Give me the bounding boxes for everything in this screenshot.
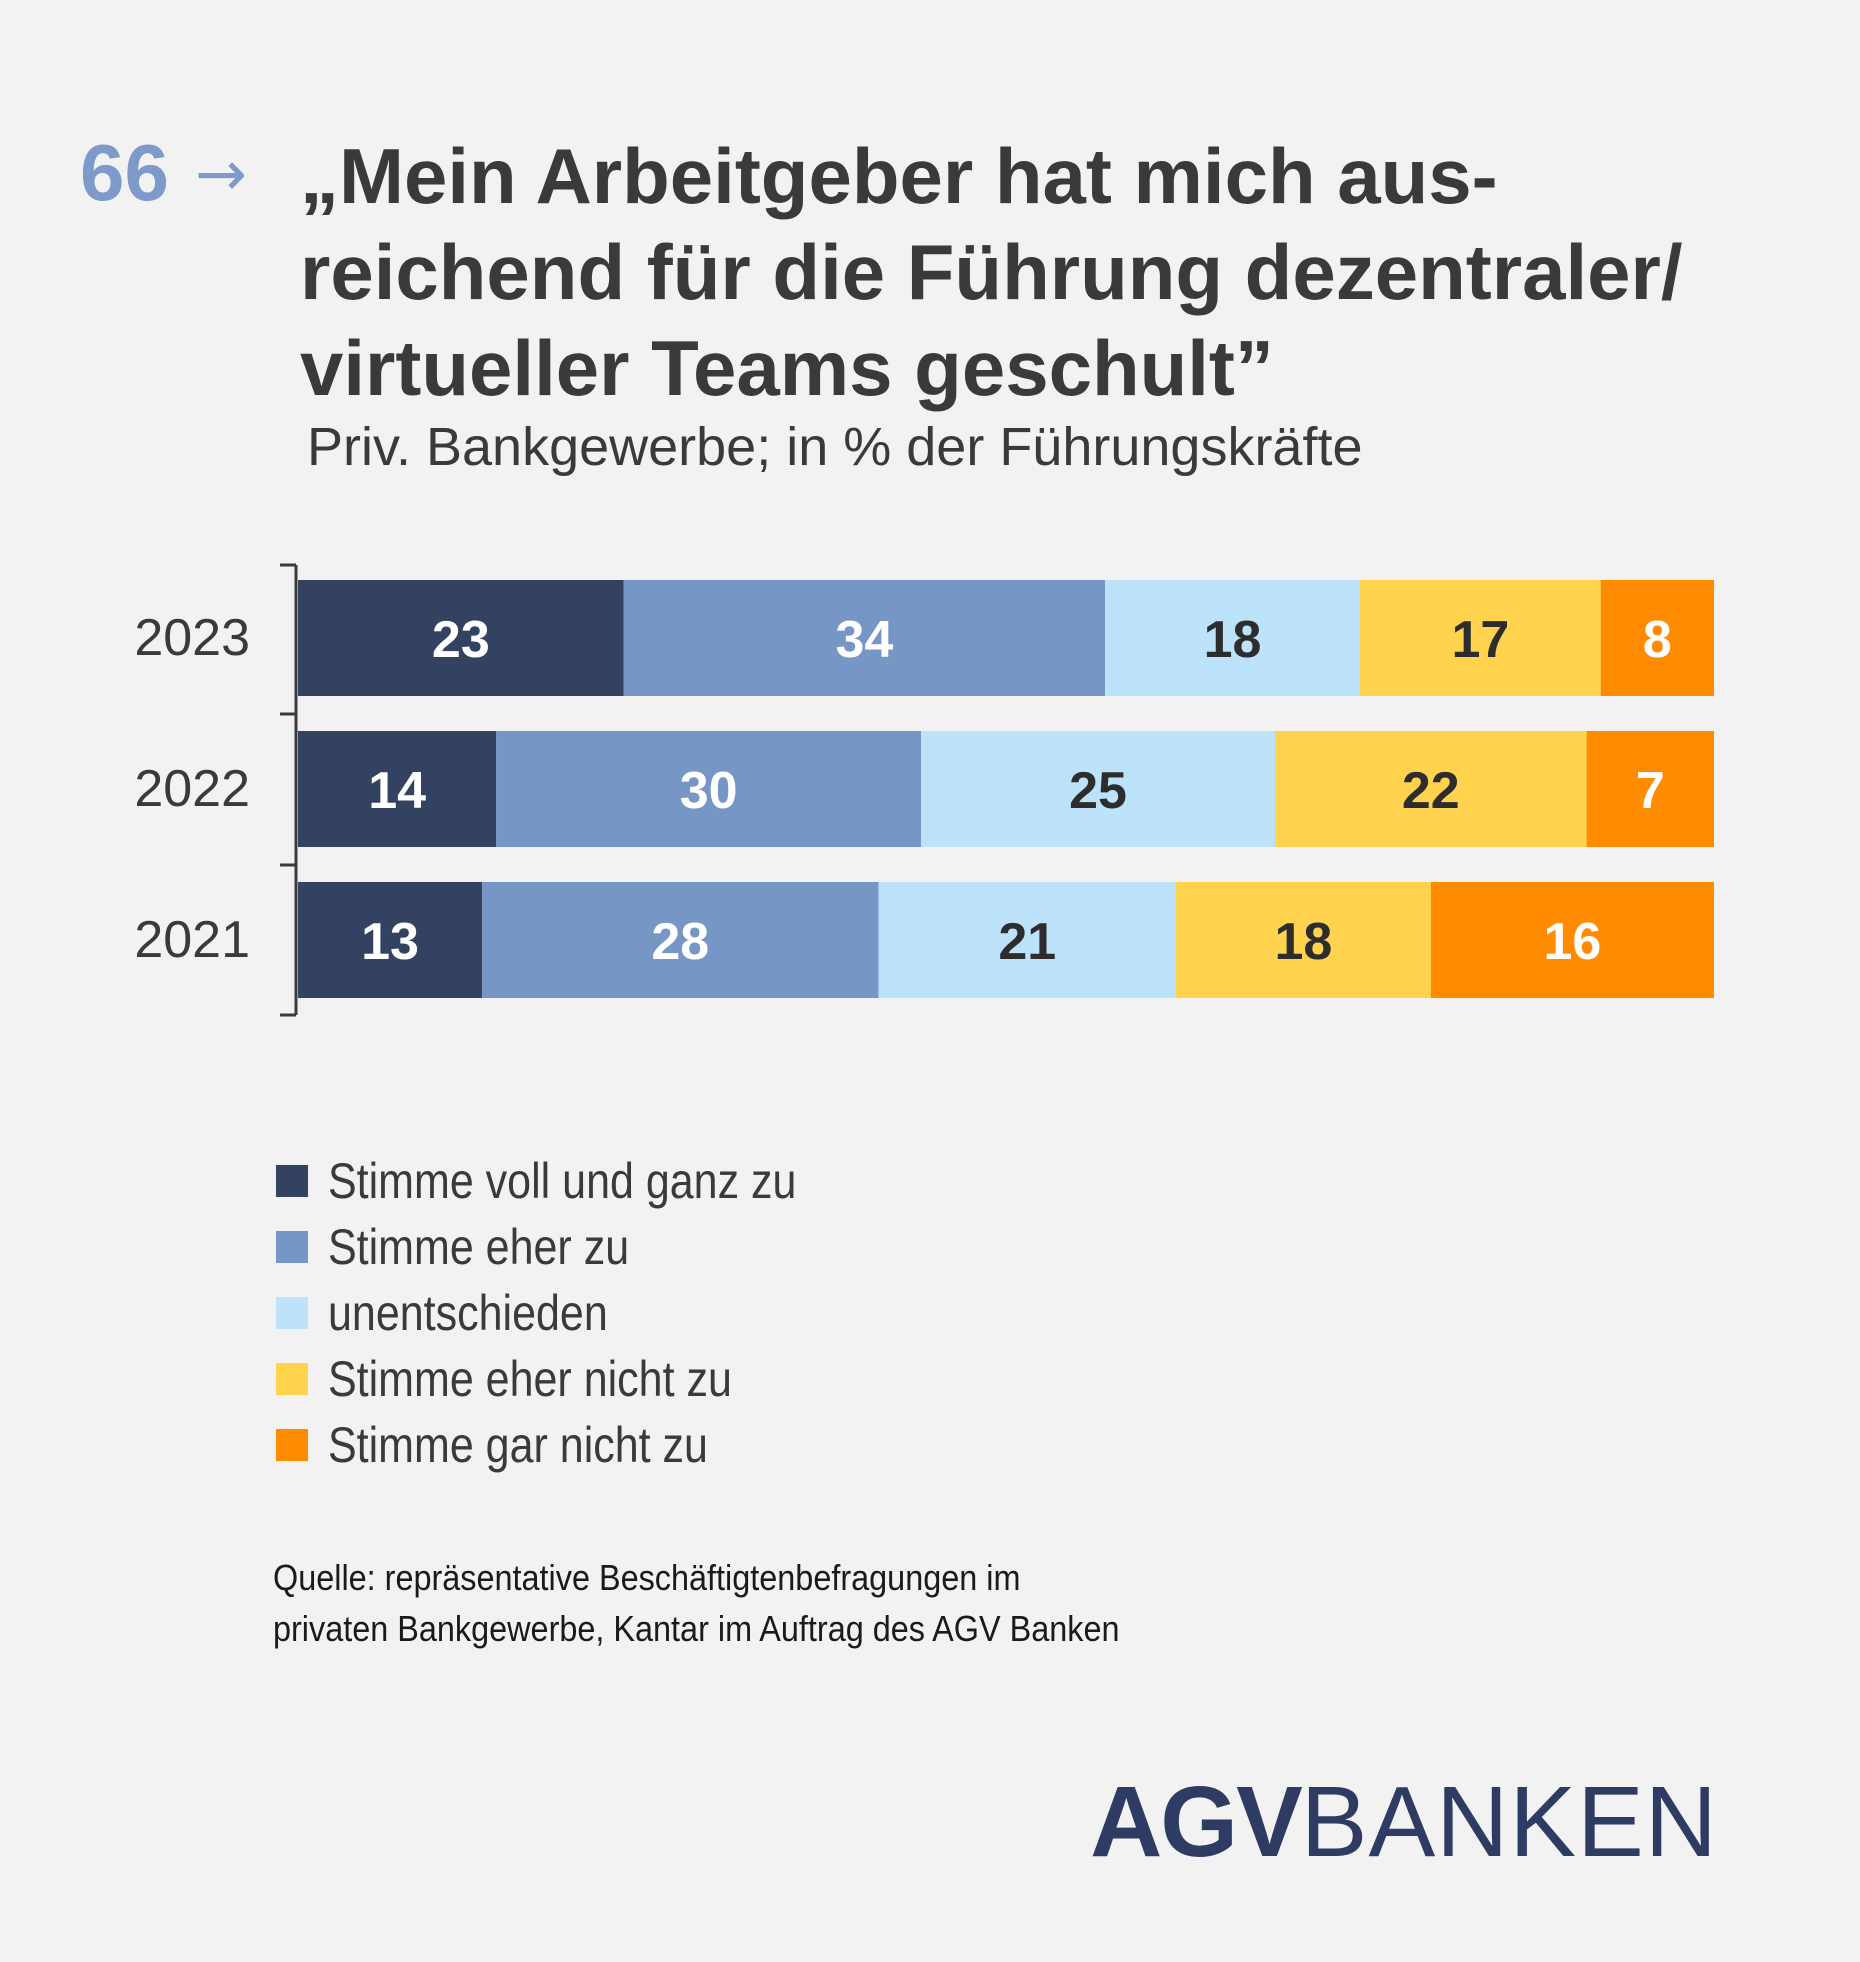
legend-item-1: Stimme voll und ganz zu [276, 1148, 873, 1214]
title-line-1: „Mein Arbeitgeber hat mich aus- [300, 132, 1498, 220]
source-line-2: privaten Bankgewerbe, Kantar im Auftrag … [273, 1608, 1120, 1649]
legend-label-3: unentschieden [328, 1285, 608, 1341]
title-line-3: virtueller Teams geschult” [300, 324, 1274, 412]
legend-item-2: Stimme eher zu [276, 1214, 873, 1280]
title-line-2: reichend für die Führung dezentraler/ [300, 228, 1683, 316]
data-label-2022-series-2: 30 [680, 762, 738, 820]
source-note: Quelle: repräsentative Beschäftigtenbefr… [273, 1552, 1120, 1654]
legend-item-4: Stimme eher nicht zu [276, 1346, 873, 1412]
legend-swatch-2 [276, 1231, 308, 1263]
data-label-2021-series-4: 18 [1274, 913, 1332, 971]
agv-banken-logo: AGVBANKEN [1090, 1772, 1718, 1872]
data-label-2022-series-5: 7 [1636, 762, 1665, 820]
legend-swatch-5 [276, 1429, 308, 1461]
data-label-2023-series-5: 8 [1643, 611, 1672, 669]
bar-2023-series-1 [298, 580, 624, 696]
bar-2022-series-1 [298, 731, 497, 847]
bar-2023-series-2 [623, 580, 1106, 696]
legend-label-2: Stimme eher zu [328, 1219, 630, 1275]
bar-2022-series-4 [1275, 731, 1587, 847]
bar-2021-series-3 [878, 882, 1176, 998]
bar-2022-series-2 [496, 731, 922, 847]
category-label-2023: 2023 [134, 609, 250, 667]
legend-swatch-1 [276, 1165, 308, 1197]
data-label-2021-series-3: 21 [998, 913, 1056, 971]
bar-2021-series-5 [1430, 882, 1714, 998]
chart-title: „Mein Arbeitgeber hat mich aus- reichend… [300, 128, 1820, 416]
bar-2021-series-4 [1175, 882, 1431, 998]
data-label-2021-series-5: 16 [1543, 913, 1601, 971]
legend-label-4: Stimme eher nicht zu [328, 1351, 732, 1407]
data-label-2022-series-4: 22 [1402, 762, 1460, 820]
bar-2021-series-1 [298, 882, 483, 998]
data-label-2023-series-4: 17 [1451, 611, 1509, 669]
legend-label-1: Stimme voll und ganz zu [328, 1153, 797, 1209]
source-line-1: Quelle: repräsentative Beschäftigtenbefr… [273, 1557, 1021, 1598]
logo-bold-text: AGV [1090, 1766, 1303, 1878]
data-label-2021-series-1: 13 [361, 913, 419, 971]
category-label-2021: 2021 [134, 911, 250, 969]
arrow-icon: → [195, 137, 247, 210]
chart-subtitle: Priv. Bankgewerbe; in % der Führungskräf… [307, 417, 1363, 477]
data-label-2021-series-2: 28 [651, 913, 709, 971]
legend-swatch-4 [276, 1363, 308, 1395]
bar-2022-series-5 [1586, 731, 1714, 847]
legend-item-3: unentschieden [276, 1280, 873, 1346]
category-label-2022: 2022 [134, 760, 250, 818]
bar-2023-series-4 [1360, 580, 1601, 696]
bar-2023-series-5 [1600, 580, 1714, 696]
data-label-2023-series-1: 23 [432, 611, 490, 669]
legend: Stimme voll und ganz zu Stimme eher zu une… [276, 1148, 873, 1478]
stacked-bar-chart: 2023 23 34 18 17 8 2022 14 30 25 22 7 2021 13 28 21 18 16 [134, 563, 1714, 1017]
bar-2021-series-2 [482, 882, 879, 998]
bar-2022-series-3 [921, 731, 1276, 847]
logo-thin-text: BANKEN [1300, 1766, 1718, 1878]
data-label-2023-series-3: 18 [1204, 611, 1262, 669]
data-label-2023-series-2: 34 [835, 611, 893, 669]
data-label-2022-series-3: 25 [1069, 762, 1127, 820]
legend-swatch-3 [276, 1297, 308, 1329]
data-label-2022-series-1: 14 [368, 762, 426, 820]
legend-label-5: Stimme gar nicht zu [328, 1417, 708, 1473]
bar-2023-series-3 [1105, 580, 1360, 696]
page-number: 66 [80, 128, 169, 217]
legend-item-5: Stimme gar nicht zu [276, 1412, 873, 1478]
